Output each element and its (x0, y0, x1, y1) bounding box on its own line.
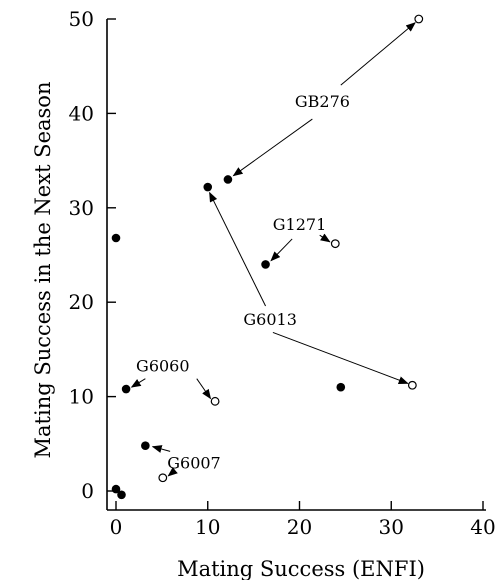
x-axis-label: Mating Success (ENFI) (177, 557, 425, 580)
x-tick-label: 30 (379, 515, 404, 539)
open-data-point (407, 380, 417, 390)
x-tick-label: 40 (470, 515, 495, 539)
filled-data-point (117, 490, 126, 500)
filled-data-point (111, 233, 121, 243)
annotation-label: G6007 (167, 454, 221, 473)
open-data-point (330, 239, 340, 249)
annotations: GB276 G1271 G6013 G6060 G6007 (130, 22, 416, 477)
annotation-arrow (196, 378, 212, 400)
y-tick-label: 0 (81, 479, 94, 503)
filled-data-point (336, 382, 346, 392)
filled-data-point (261, 260, 270, 269)
annotation-arrow (130, 378, 146, 388)
annotation-arrow (167, 467, 178, 477)
annotation-arrow (232, 118, 313, 177)
annotation-arrow (319, 233, 331, 243)
open-data-point (414, 14, 424, 24)
filled-data-point (111, 484, 121, 494)
annotation-arrow (340, 22, 416, 86)
x-tick-label: 10 (195, 515, 220, 539)
x-ticks: 0 10 20 30 40 (110, 501, 496, 539)
annotation-label: G6013 (243, 310, 297, 329)
y-axis-label: Mating Success in the Next Season (31, 82, 55, 459)
open-data-point (210, 396, 220, 406)
y-tick-label: 20 (69, 290, 94, 314)
y-tick-label: 50 (69, 7, 94, 31)
filled-data-point (141, 441, 150, 450)
x-tick-label: 20 (287, 515, 312, 539)
annotation-label: G1271 (273, 215, 327, 234)
filled-data-point (223, 175, 233, 184)
filled-data-point (121, 384, 131, 394)
annotation-arrow (151, 445, 171, 453)
x-tick-label: 0 (110, 515, 123, 539)
y-tick-label: 30 (69, 196, 94, 220)
annotation-arrow (272, 331, 409, 384)
data-points (111, 14, 424, 500)
open-data-point (158, 473, 168, 483)
annotation-arrow (209, 191, 267, 307)
y-ticks: 0 10 20 30 40 50 (69, 7, 116, 503)
filled-data-point (203, 182, 213, 192)
y-tick-label: 10 (69, 385, 94, 409)
y-tick-label: 40 (69, 101, 94, 125)
annotation-label: G6060 (136, 356, 190, 375)
annotation-arrow (270, 238, 293, 262)
annotation-label: GB276 (295, 92, 350, 111)
